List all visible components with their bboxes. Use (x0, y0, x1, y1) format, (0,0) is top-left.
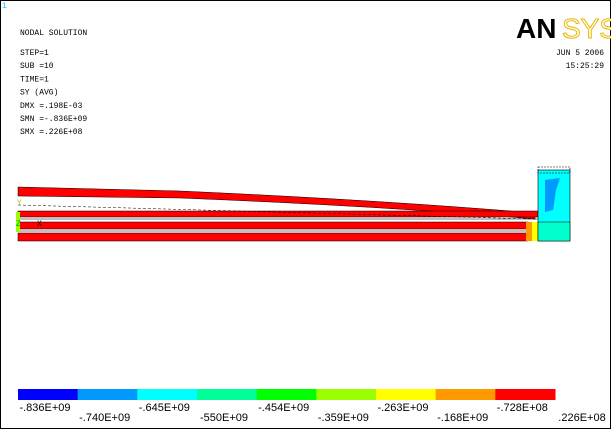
legend-label: -.168E+09 (437, 412, 488, 424)
legend-label: -.836E+09 (19, 402, 70, 414)
date: JUN 5 2006 (556, 49, 604, 58)
legend-label: -.728E+08 (497, 402, 548, 414)
info-line: TIME=1 (20, 75, 49, 84)
legend-label: -550E+09 (200, 412, 248, 424)
info-line: STEP=1 (20, 49, 49, 58)
axis-label: Y (17, 199, 22, 208)
legend-swatch (137, 389, 197, 400)
ansys-window: 1 NODAL SOLUTION STEP=1 SUB =10 TIME=1 SY (… (0, 0, 611, 429)
info-line: SUB =10 (20, 62, 54, 71)
legend-swatch (257, 389, 317, 400)
legend-label: -.645E+09 (139, 402, 190, 414)
info-line: SMX =.226E+08 (20, 128, 83, 137)
legend-label: .226E+08 (558, 412, 605, 424)
plot-title: NODAL SOLUTION (20, 29, 87, 38)
legend-label: -.359E+09 (318, 412, 369, 424)
window-number: 1 (2, 2, 7, 11)
legend-swatch (436, 389, 496, 400)
legend-label: -.740E+09 (79, 412, 130, 424)
legend-swatch (316, 389, 376, 400)
info-line: SY (AVG) (20, 89, 58, 98)
legend-label: -.263E+09 (377, 402, 428, 414)
axis-label: X (37, 220, 42, 229)
info-line: DMX =.198E-03 (20, 102, 83, 111)
legend-swatch (495, 389, 555, 400)
legend-swatch (78, 389, 138, 400)
legend-swatch (376, 389, 436, 400)
info-line: SMN =-.836E+09 (20, 115, 87, 124)
logo: AN (516, 13, 556, 44)
legend-swatch (18, 389, 78, 400)
legend-swatch (197, 389, 257, 400)
logo: SYS (562, 13, 611, 44)
time: 15:25:29 (566, 62, 605, 71)
axis-label: Z (16, 220, 21, 229)
legend-label: -.454E+09 (258, 402, 309, 414)
